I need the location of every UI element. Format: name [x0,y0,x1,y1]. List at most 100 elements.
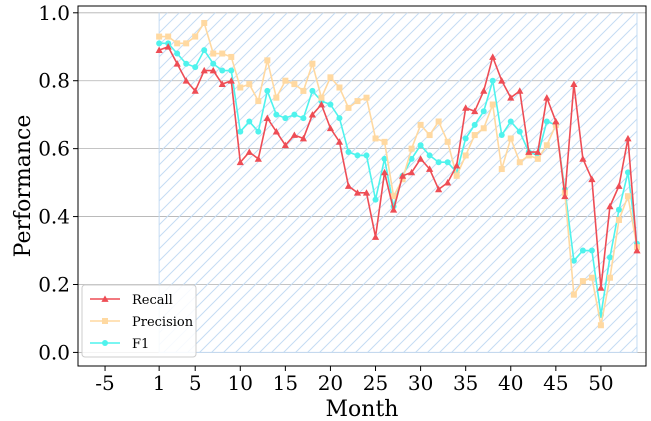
x-tick-label: 45 [543,371,568,395]
data-point [318,94,325,101]
data-point [624,169,631,176]
data-point [354,152,361,159]
y-tick-label: 0.4 [38,205,70,229]
data-point [182,77,190,84]
data-point [561,192,569,200]
data-point [543,94,551,101]
x-tick-label: 50 [588,371,613,395]
data-point [579,155,587,162]
data-point [615,216,622,223]
data-point [335,138,344,145]
data-point [345,149,352,156]
data-point [236,158,244,166]
data-point [570,257,577,264]
data-point [471,107,479,115]
data-point [300,87,307,94]
data-point [380,168,389,176]
data-point [363,152,370,159]
series-precision [156,19,640,329]
data-point [273,111,280,118]
legend-label: Recall [132,293,173,308]
data-point [309,60,316,67]
data-point [353,189,362,196]
data-point [552,117,560,125]
legend-item-recall: Recall [90,293,173,308]
data-point [336,115,343,122]
plot-frame [77,5,647,367]
data-point [471,132,478,139]
data-point [317,100,326,108]
data-point [336,84,343,91]
data-point [525,152,532,159]
data-point [435,118,442,125]
data-point [102,340,108,346]
data-point [219,50,226,57]
data-point [615,206,622,213]
data-point [624,134,632,142]
data-point [246,118,253,125]
data-point [192,33,199,40]
data-point [498,77,506,84]
data-series [155,19,641,329]
hatched-region [158,12,638,353]
data-point [633,246,641,254]
data-point [471,121,478,128]
data-point [534,155,541,162]
data-point [507,94,515,101]
data-point [615,182,623,189]
data-point [417,155,425,162]
data-point [480,125,487,132]
data-point [453,172,460,179]
data-point [525,148,533,155]
x-tick-label: 20 [318,371,343,395]
x-tick-label: 15 [273,371,298,395]
x-tick-label: -5 [95,371,114,395]
data-point [173,60,181,67]
data-point [543,142,550,149]
legend-label: F1 [132,337,149,352]
data-point [345,104,352,111]
data-point [444,179,452,186]
data-point [156,33,163,40]
data-point [588,274,595,281]
data-point [291,81,298,88]
legend-label: Precision [132,315,194,330]
data-point [344,182,353,189]
y-tick-label: 0.8 [38,69,70,93]
data-point [155,46,163,54]
data-point [164,43,172,50]
data-point [237,128,244,135]
data-point [255,98,262,105]
data-point [282,115,289,122]
data-point [156,40,163,47]
legend: Recall Precision F1 [81,284,197,358]
data-point [489,77,496,84]
data-point [372,135,379,142]
data-point [480,87,488,94]
data-point [516,87,524,94]
x-tick-label: 5 [189,371,202,395]
data-point [210,60,217,67]
data-point [228,53,235,60]
hatch-fill [159,12,637,353]
data-point [588,247,595,254]
x-tick-label: 1 [153,371,166,395]
data-point [435,159,442,166]
data-point [237,84,244,91]
data-point [444,159,451,166]
data-point [255,128,262,135]
data-point [174,40,181,47]
data-point [201,47,208,54]
data-point [606,202,614,210]
data-point [453,162,461,169]
y-tick-label: 0.6 [38,137,70,161]
data-point [245,148,253,155]
data-point [282,77,289,84]
data-point [200,66,208,74]
data-point [210,50,217,57]
data-point [209,66,217,74]
data-point [480,108,487,115]
data-point [227,77,235,84]
data-point [381,155,388,162]
